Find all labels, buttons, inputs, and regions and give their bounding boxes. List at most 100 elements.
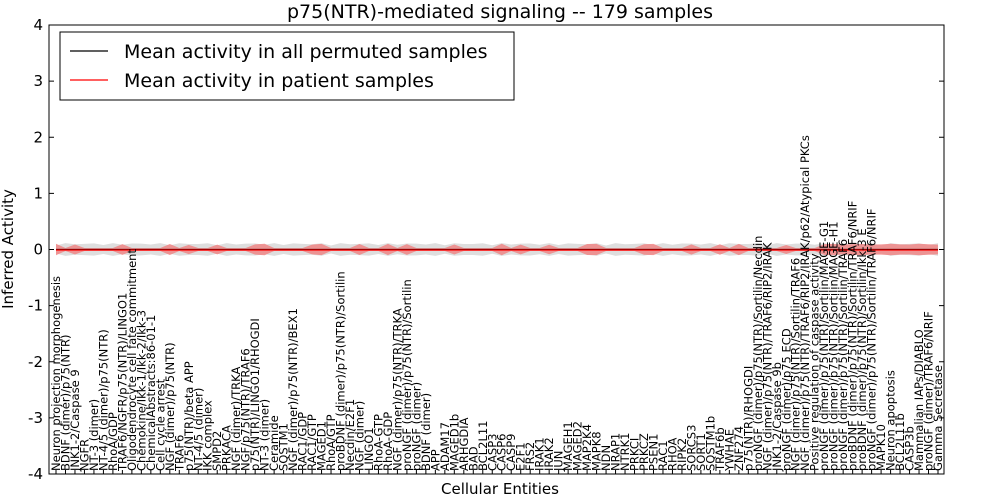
x-tick-label: IKK complex	[201, 400, 215, 471]
x-tick-label: MAGEH1	[561, 421, 575, 471]
x-tick-label: MAGED2	[571, 421, 585, 471]
x-tick-label: NGF (dimer)/p75(NTR)/Sortilin/TRAF6	[789, 258, 803, 471]
x-tick-label: proBDNF (dimer)/p75(NTR)/Sortilin	[334, 271, 348, 471]
x-tick-label: Cell cycle arrest	[153, 378, 167, 471]
x-tick-label: SORCS3	[684, 425, 698, 471]
x-tick-label: ARHGDIA	[457, 417, 471, 471]
x-tick-label: RAC1/GTP	[305, 414, 319, 471]
x-tick-label: NGF (dimer)/TRKA	[229, 367, 243, 471]
x-tick-label: Ceramide	[267, 415, 281, 471]
legend-label-patient: Mean activity in patient samples	[124, 70, 434, 92]
x-tick-label: p75(NTR)/RHOGDI	[741, 366, 755, 471]
x-tick-label: proNGF (dimer)/p75(NTR)/Sortilin	[400, 279, 414, 471]
x-tick-label: RAC1/GDP	[296, 412, 310, 471]
x-tick-label: YWHAE	[722, 429, 736, 472]
y-tick-label: -1	[28, 297, 43, 315]
y-tick-label: 2	[33, 128, 43, 146]
y-tick-label: -4	[28, 465, 43, 483]
x-tick-label: TRAF6b	[713, 427, 727, 472]
x-tick-label: BAD	[466, 446, 480, 471]
x-tick-label: JUN	[552, 451, 566, 472]
x-tick-label: BDNF (dimer)	[419, 393, 433, 471]
x-tick-label: Neuron projection morphogenesis	[49, 276, 63, 471]
x-axis-ticks: Neuron projection morphogenesis BDNF (dim…	[49, 135, 945, 474]
y-tick-label: -2	[28, 353, 43, 371]
x-tick-label: proNGF (dimer)/p75(NTR)/Sortilin/TRAF6	[836, 239, 850, 471]
x-tick-label: Mammalian IAPs/DIABLO	[912, 329, 926, 471]
x-tick-label: MAP2K4	[580, 424, 594, 471]
x-tick-label: proNGF (dimer)	[409, 382, 423, 471]
legend-label-permuted: Mean activity in all permuted samples	[124, 41, 487, 63]
x-axis-title: Cellular Entities	[441, 480, 559, 498]
x-tick-label: E2F1	[514, 442, 528, 471]
x-tick-label: SMPD2	[210, 431, 224, 471]
x-tick-label: proBDNF (dimer)/p75(NTR)/Sortilin/Ikk-3 …	[855, 228, 869, 471]
x-tick-label: SQSTM1	[277, 423, 291, 471]
x-tick-label: TRAF6	[172, 435, 186, 472]
x-tick-label: PRKCI	[628, 438, 642, 471]
x-tick-label: NGF/p75(NTR)/TRAF6	[239, 348, 253, 471]
x-tick-label: PRKCZ	[637, 433, 651, 471]
x-tick-label: IRAK1	[533, 437, 547, 471]
x-tick-label: RhoA-GTP	[371, 414, 385, 471]
x-tick-label: JNK1-2/Caspase 9b	[770, 362, 784, 472]
series-lines	[56, 248, 938, 251]
x-tick-label: NGF (dimer)/p75(NTR)/TRKA	[390, 308, 404, 471]
x-tick-label: NGF (dimer)/p75(NTR)/BEX1	[286, 308, 300, 471]
x-tick-label: p75(NTR)/LINGO1/RHOGDI	[248, 318, 262, 471]
x-tick-label: PSEN1	[646, 434, 660, 471]
x-tick-label: ChemicalAbstracts:86-01-1	[144, 315, 158, 471]
x-tick-label: Necdin/E2F1	[343, 399, 357, 471]
x-tick-label: proNGF (dimer)/TRAF6/NRIF	[922, 311, 936, 471]
y-tick-label: -3	[28, 409, 43, 427]
x-tick-label: RhoA/GTP	[324, 414, 338, 471]
x-tick-label: NGFR	[77, 439, 91, 471]
x-tick-label: NT-3 (dimer)	[87, 399, 101, 471]
x-tick-label: RAC1	[656, 440, 670, 471]
x-tick-label: Positive regulation of caspase activity	[808, 253, 822, 471]
x-tick-label: CASP6	[495, 434, 509, 471]
y-tick-label: 0	[33, 241, 43, 259]
x-tick-label: NTRK1	[618, 433, 632, 471]
x-tick-label: PRKACA	[220, 425, 234, 471]
x-tick-label: Chemokine/Ikk-1/Ikk-2/Ikk-3	[134, 310, 148, 471]
x-tick-label: IRAK2	[542, 437, 556, 471]
x-tick-label: RhoA-GDP	[381, 412, 395, 471]
x-tick-label: p75(NTR)/beta APP	[182, 361, 196, 471]
x-tick-label: APP	[428, 449, 442, 471]
y-tick-label: 4	[33, 16, 43, 34]
x-tick-label: MAGED1	[315, 421, 329, 471]
x-tick-label: FRS2	[523, 442, 537, 471]
x-tick-label: NGF (dimer)	[352, 401, 366, 471]
y-tick-label: 1	[33, 184, 43, 202]
x-tick-label: proNGF (dimer)/p75(NTR)/Sortilin/MAGE-G1	[817, 221, 831, 471]
x-tick-label: TRAF6/NGFR/p75(NTR)/LINGO1	[115, 293, 129, 472]
y-axis-title: Inferred Activity	[0, 189, 17, 309]
x-tick-label: NT-4/5 (dimer)/p75(NTR)	[96, 329, 110, 471]
x-tick-label: CASP3b	[903, 426, 917, 471]
x-tick-label: ADAM17	[438, 422, 452, 471]
x-tick-label: NGF (dimer)/p75(NTR)/TRAF6/RIP2/IRAK/p62…	[798, 135, 812, 471]
x-tick-label: proNGF (dimer)/p75(NTR)/Sortilin/TRAF6/N…	[865, 209, 879, 471]
x-tick-label: RHOA	[665, 438, 679, 471]
x-tick-label: NT-3 (dimer)	[258, 399, 272, 471]
x-tick-label: LINGO1	[362, 427, 376, 471]
legend-box	[59, 31, 515, 101]
x-tick-label: Neuron apoptosis	[884, 370, 898, 471]
x-tick-label: NT-4/5 (dimer)	[191, 388, 205, 471]
x-tick-label: NRAP1	[609, 433, 623, 471]
y-axis-ticks: -4 -3 -2 -1 0 1 2 3 4	[28, 16, 944, 483]
x-tick-label: proNGF (dimer)/p75 ECD	[779, 328, 793, 471]
legend: Mean activity in all permuted samples Me…	[59, 31, 515, 101]
x-tick-label: SQSTM1b	[703, 416, 717, 471]
x-tick-label: NGF (dimer)/p75(NTR)	[163, 342, 177, 471]
x-tick-label: BCL2L11	[476, 421, 490, 471]
x-tick-label: JNK1-2/Caspase 9	[68, 369, 82, 472]
x-tick-label: CASP3	[485, 434, 499, 471]
x-tick-label: ZNF274	[732, 426, 746, 471]
x-tick-label: proNGF (dimer)/p75(NTR)/Sortilin/Necdin	[751, 236, 765, 471]
x-tick-label: RhoA/GDP	[106, 412, 120, 471]
x-tick-label: MAGED1b	[447, 414, 461, 471]
x-tick-label: proBDNF (dimer)/p75(NTR)/Sortilin/TRAF6/…	[846, 201, 860, 471]
